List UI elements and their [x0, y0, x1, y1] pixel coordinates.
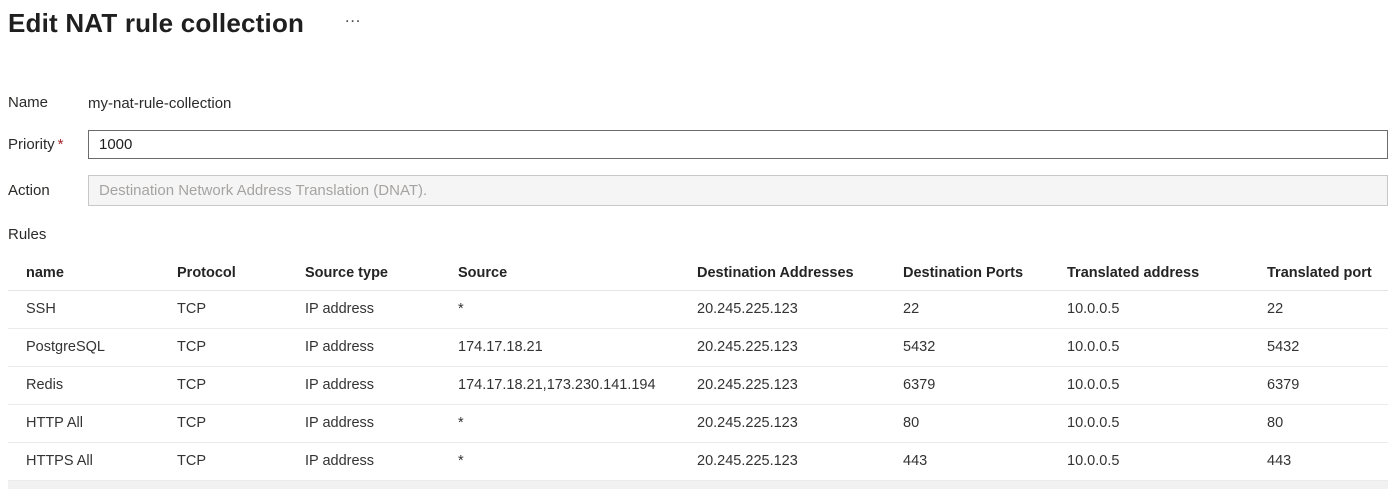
table-cell: 10.0.0.5	[1067, 290, 1267, 329]
table-cell: 80	[903, 404, 1067, 443]
table-cell: 174.17.18.21	[458, 328, 697, 367]
table-cell: 20.245.225.123	[697, 442, 903, 481]
table-cell: 22	[903, 290, 1067, 329]
column-header: Source	[458, 256, 697, 291]
column-header: Translated port	[1267, 256, 1388, 291]
table-cell: IP address	[305, 290, 458, 329]
name-label: Name	[8, 94, 49, 111]
action-label: Action	[8, 181, 50, 199]
table-cell: 10.0.0.5	[1067, 366, 1267, 405]
table-cell: 10.0.0.5	[1067, 442, 1267, 481]
table-cell: SSH	[8, 290, 177, 329]
page-title: Edit NAT rule collection	[8, 8, 305, 38]
table-cell: 6379	[903, 366, 1067, 405]
table-cell: TCP	[177, 366, 305, 405]
table-cell: 22	[1267, 290, 1388, 329]
table-row[interactable]: SSH TCP IP address * 20.245.225.123 22 10.0.0.…	[8, 290, 1388, 329]
priority-input[interactable]	[88, 130, 1388, 159]
priority-label-text: Priority	[8, 135, 55, 153]
table-cell: 174.17.18.21,173.230.141.194	[458, 366, 697, 405]
table-row[interactable]: HTTP All TCP IP address * 20.245.225.123 80 10…	[8, 404, 1388, 443]
table-cell: 20.245.225.123	[697, 404, 903, 443]
table-cell: HTTP All	[8, 404, 177, 443]
table-footer-strip	[8, 480, 1388, 489]
table-cell: 5432	[903, 328, 1067, 367]
table-cell: TCP	[177, 404, 305, 443]
rules-section-label: Rules	[8, 226, 47, 243]
column-header: name	[8, 256, 177, 291]
required-indicator: *	[57, 135, 64, 153]
table-cell: 10.0.0.5	[1067, 404, 1267, 443]
table-cell: 80	[1267, 404, 1388, 443]
table-cell: *	[458, 442, 697, 481]
column-header: Protocol	[177, 256, 305, 291]
table-header-row: name Protocol Source type Source Destination…	[8, 256, 1388, 291]
table-cell: IP address	[305, 442, 458, 481]
table-cell: 20.245.225.123	[697, 366, 903, 405]
table-cell: TCP	[177, 290, 305, 329]
table-cell: 10.0.0.5	[1067, 328, 1267, 367]
table-cell: IP address	[305, 404, 458, 443]
table-cell: 443	[903, 442, 1067, 481]
name-field-row: Name my-nat-rule-collection	[8, 94, 1388, 112]
table-row[interactable]: HTTPS All TCP IP address * 20.245.225.123 443…	[8, 442, 1388, 481]
table-cell: 20.245.225.123	[697, 290, 903, 329]
table-row[interactable]: Redis TCP IP address 174.17.18.21,173.230.1…	[8, 366, 1388, 405]
column-header: Translated address	[1067, 256, 1267, 291]
table-cell: *	[458, 404, 697, 443]
table-cell: IP address	[305, 328, 458, 367]
priority-field-row: Priority *	[8, 130, 1388, 159]
table-cell: 443	[1267, 442, 1388, 481]
priority-label: Priority *	[8, 136, 88, 154]
table-cell: 6379	[1267, 366, 1388, 405]
table-cell: TCP	[177, 442, 305, 481]
table-cell: 5432	[1267, 328, 1388, 367]
table-cell: TCP	[177, 328, 305, 367]
action-field-row: Action	[8, 175, 1388, 206]
nat-rule-collection-form: Name my-nat-rule-collection Priority* Ac…	[0, 94, 1388, 206]
table-cell: 20.245.225.123	[697, 328, 903, 367]
table-header: name Protocol Source type Source Destination…	[8, 256, 1388, 291]
table-cell: IP address	[305, 366, 458, 405]
name-value: my-nat-rule-collection	[88, 94, 232, 112]
column-header: Destination Ports	[903, 256, 1067, 291]
table-row[interactable]: PostgreSQL TCP IP address 174.17.18.21 20.24…	[8, 328, 1388, 367]
table-cell: *	[458, 290, 697, 329]
table-cell: PostgreSQL	[8, 328, 177, 367]
table-cell: HTTPS All	[8, 442, 177, 481]
nat-rules-table: name Protocol Source type Source Destination…	[8, 256, 1388, 481]
action-input	[88, 175, 1388, 206]
column-header: Source type	[305, 256, 458, 291]
table-cell: Redis	[8, 366, 177, 405]
page-header: Edit NAT rule collection …	[8, 8, 1388, 38]
column-header: Destination Addresses	[697, 256, 903, 291]
more-options-icon[interactable]: …	[340, 8, 367, 25]
table-body: SSH TCP IP address * 20.245.225.123 22 10.0.0.…	[8, 290, 1388, 481]
